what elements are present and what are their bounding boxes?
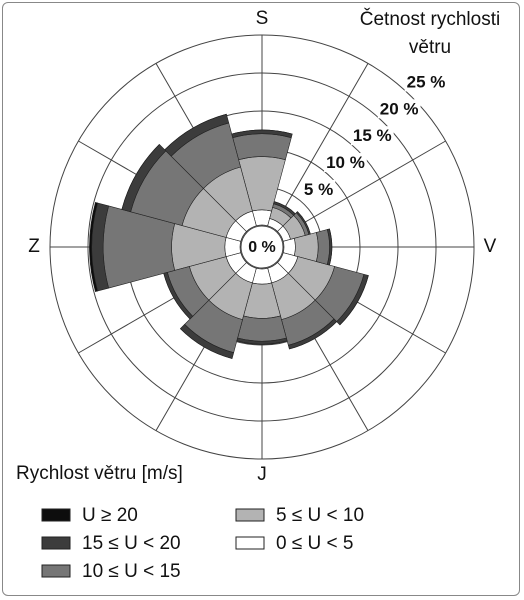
direction-label: Z	[28, 236, 40, 257]
legend-label: 0 ≤ U < 5	[276, 533, 354, 554]
wind-segment	[163, 273, 191, 320]
direction-label: V	[484, 236, 497, 257]
wind-segment	[237, 315, 287, 342]
labels: 0 % 5 % 10 % 15 % 20 % 25 % S V J Z Rychlost větru…	[16, 8, 497, 582]
frame	[2, 2, 520, 596]
r-tick-label: 5 %	[304, 180, 333, 199]
r-tick-label: 10 %	[326, 153, 365, 172]
r-tick-label-bg	[350, 126, 394, 146]
direction-label: S	[256, 8, 269, 29]
wind-segment	[89, 201, 98, 293]
wind-segment	[121, 144, 160, 210]
legend-label: 10 ≤ U < 15	[82, 561, 181, 582]
wind-segment	[274, 201, 296, 214]
legend-swatch	[235, 536, 265, 550]
wind-segment	[339, 275, 369, 326]
wind-segment	[164, 113, 227, 150]
wind-segment	[315, 229, 330, 265]
r-tick-label-bg	[377, 99, 421, 119]
r-tick-label-bg	[324, 153, 367, 173]
radial-line	[272, 63, 369, 229]
chart-title: Četnost rychlosti větru	[359, 9, 501, 58]
r-tick-label: 25 %	[407, 72, 446, 91]
wind-segment	[232, 133, 292, 161]
radial-line	[280, 140, 446, 237]
center-disc	[240, 225, 284, 269]
legend-title: Rychlost větru [m/s]	[16, 463, 183, 484]
direction-label: J	[257, 464, 267, 485]
legend-swatch	[41, 508, 71, 522]
r-tick-label: 20 %	[380, 99, 419, 118]
r-tick-label-bg	[301, 179, 336, 199]
legend-swatch	[41, 536, 71, 550]
bars	[89, 113, 369, 359]
legend-label: 5 ≤ U < 10	[276, 505, 364, 526]
wind-segment	[329, 228, 333, 266]
wind-segment	[297, 211, 311, 235]
legend-label: 15 ≤ U < 20	[82, 533, 181, 554]
legend-label: U ≥ 20	[82, 505, 138, 526]
r-tick-label: 0 %	[248, 239, 276, 256]
r-tick-label-bg	[404, 72, 448, 92]
legend-swatch	[235, 508, 265, 522]
legend-swatch	[41, 564, 71, 578]
wind-segment	[180, 328, 233, 359]
r-tick-label: 15 %	[353, 126, 392, 145]
